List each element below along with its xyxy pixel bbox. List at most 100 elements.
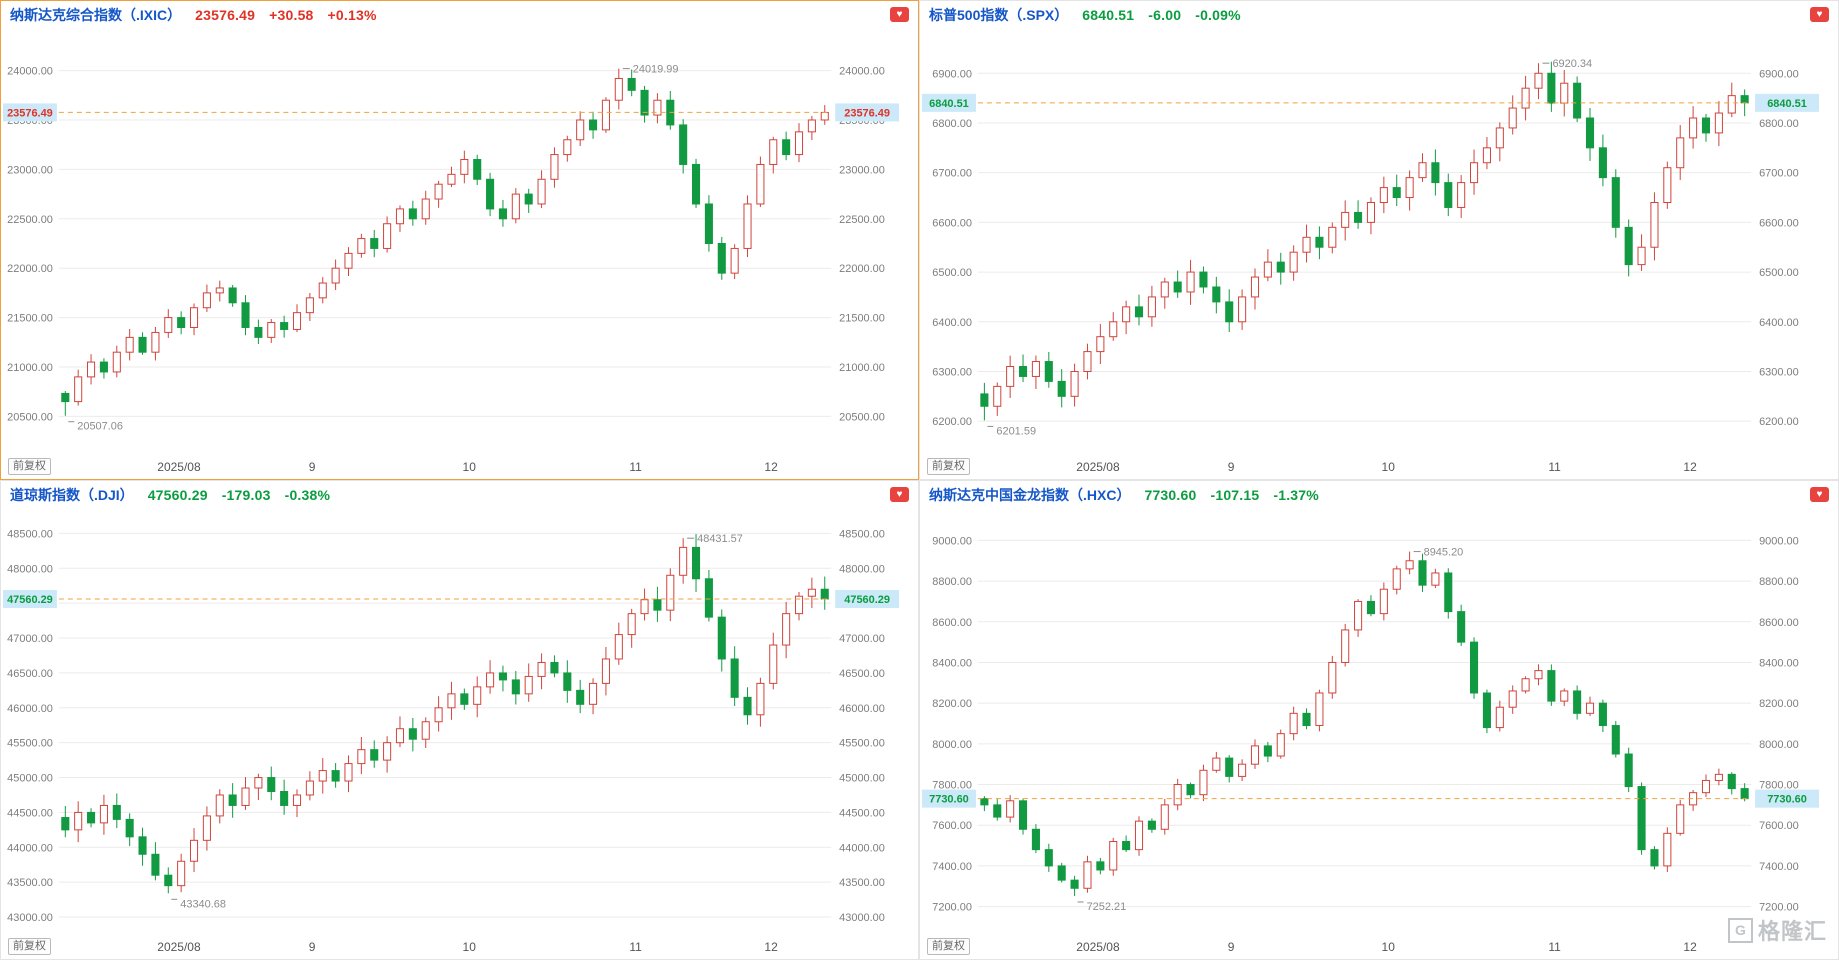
candle-body (1018, 800, 1028, 830)
candle-body (99, 804, 108, 824)
heart-icon: ♥ (1816, 488, 1823, 500)
chart-header: 道琼斯指数（.DJI） 47560.29 -179.03 -0.38% ♥ (1, 481, 918, 508)
candle-body (1573, 690, 1582, 714)
candle-body (215, 794, 224, 817)
candle-body (292, 312, 302, 330)
adjust-mode-button[interactable]: 前复权 (927, 458, 970, 475)
candle-body (344, 763, 353, 782)
candle-body (1031, 361, 1040, 377)
candle-body (1199, 271, 1208, 288)
candle-body (1431, 572, 1440, 586)
y-axis-label-left: 22500.00 (7, 214, 53, 226)
chart-panel-spx[interactable]: 标普500指数（.SPX） 6840.51 -6.00 -0.09% ♥ 620… (919, 0, 1839, 480)
gelonghui-watermark: G 格隆汇 (1727, 914, 1827, 946)
candle-body (614, 77, 623, 101)
chart-footer: 前复权 2025/08 9 10 11 12 (920, 937, 1838, 959)
chart-header: 纳斯达克中国金龙指数（.HXC） 7730.60 -107.15 -1.37% … (920, 481, 1838, 508)
candle-body (1018, 366, 1028, 377)
candlestick-chart-spx[interactable]: 6200.00 6200.00 6300.00 6300.00 6400.00 6400.… (920, 28, 1838, 457)
candle-body (1057, 380, 1066, 397)
candlestick-chart-dji[interactable]: 43000.00 43000.00 43500.00 43500.00 44000.00… (1, 508, 918, 937)
candle-body (395, 208, 405, 225)
y-axis-label-left: 8800.00 (932, 576, 972, 588)
candle-body (1186, 271, 1195, 293)
candle-body (679, 546, 688, 576)
candle-body (1083, 861, 1092, 889)
candle-body (138, 336, 147, 353)
candle-body (1250, 745, 1260, 765)
candle-body (228, 794, 237, 806)
candle-body (1134, 306, 1144, 318)
adjust-mode-button[interactable]: 前复权 (8, 938, 51, 955)
candlestick-chart-ixic[interactable]: 20500.00 20500.00 21000.00 21000.00 21500.00… (1, 28, 918, 457)
candle-body (331, 770, 340, 782)
current-price-label-right-text: 6840.51 (1767, 98, 1807, 110)
index-change-pct: +0.13% (327, 6, 377, 23)
x-axis-label: 12 (1683, 940, 1697, 954)
candle-body (1379, 588, 1388, 615)
candle-body (743, 203, 752, 249)
candle-body (189, 839, 199, 862)
candle-body (1534, 72, 1543, 89)
y-axis-label-right: 44000.00 (839, 842, 885, 854)
candle-body (267, 777, 276, 793)
adjust-mode-button[interactable]: 前复权 (8, 458, 51, 475)
candle-body (202, 292, 211, 309)
candle-body (498, 208, 507, 220)
candle-body (1315, 236, 1324, 248)
x-axis-label: 11 (629, 940, 642, 954)
y-axis-label-left: 7800.00 (932, 780, 972, 792)
y-axis-label-right: 20500.00 (839, 411, 885, 423)
candle-body (74, 376, 83, 403)
y-axis-label-right: 22500.00 (839, 214, 885, 226)
candle-body (1521, 87, 1530, 109)
index-price: 7730.60 (1144, 486, 1197, 503)
x-axis-label: 10 (462, 940, 476, 954)
chart-panel-dji[interactable]: 道琼斯指数（.DJI） 47560.29 -179.03 -0.38% ♥ 43… (0, 480, 919, 960)
chart-panel-hxc[interactable]: 纳斯达克中国金龙指数（.HXC） 7730.60 -107.15 -1.37% … (919, 480, 1839, 960)
candle-body (1134, 820, 1144, 851)
candle-body (679, 124, 688, 165)
candle-body (1663, 167, 1672, 203)
chart-panel-ixic[interactable]: 纳斯达克综合指数（.IXIC） 23576.49 +30.58 +0.13% ♥… (0, 0, 919, 480)
y-axis-label-right: 48500.00 (839, 528, 885, 540)
candle-body (125, 818, 134, 838)
x-axis-label: 11 (1548, 940, 1561, 954)
index-change: -179.03 (221, 486, 271, 503)
candle-body (717, 243, 726, 274)
y-axis-label-right: 8200.00 (1759, 698, 1799, 710)
candlestick-chart-hxc[interactable]: 7200.00 7200.00 7400.00 7400.00 7600.00 7600.… (920, 508, 1838, 937)
candle-body (1701, 117, 1711, 134)
y-axis-label-left: 45500.00 (7, 738, 53, 750)
candle-body (1302, 712, 1311, 727)
favorite-button[interactable]: ♥ (1810, 7, 1829, 22)
candle-body (1418, 560, 1427, 586)
y-axis-label-left: 6600.00 (932, 217, 972, 229)
y-axis-label-right: 7600.00 (1759, 820, 1799, 832)
x-axis-label: 11 (1548, 460, 1561, 474)
candle-body (769, 644, 778, 684)
candle-body (383, 223, 392, 249)
index-change: +30.58 (269, 6, 314, 23)
candle-body (1057, 865, 1066, 881)
candle-body (164, 317, 173, 333)
y-axis-label-left: 9000.00 (932, 535, 972, 547)
current-price-label-right (835, 589, 900, 608)
candle-body (280, 322, 289, 330)
candle-body (292, 794, 302, 806)
candle-body (691, 163, 701, 205)
adjust-mode-button[interactable]: 前复权 (927, 938, 970, 955)
candle-body (1598, 147, 1607, 179)
y-axis-label-right: 7400.00 (1759, 861, 1799, 873)
favorite-button[interactable]: ♥ (890, 7, 909, 22)
y-axis-label-left: 21500.00 (7, 313, 53, 325)
x-axis-label: 10 (1381, 460, 1395, 474)
candle-body (820, 588, 829, 600)
favorite-button[interactable]: ♥ (890, 487, 909, 502)
candle-body (589, 682, 598, 705)
y-axis-label-right: 6900.00 (1759, 68, 1799, 80)
candle-body (704, 203, 713, 245)
candle-body (498, 672, 507, 681)
favorite-button[interactable]: ♥ (1810, 487, 1829, 502)
